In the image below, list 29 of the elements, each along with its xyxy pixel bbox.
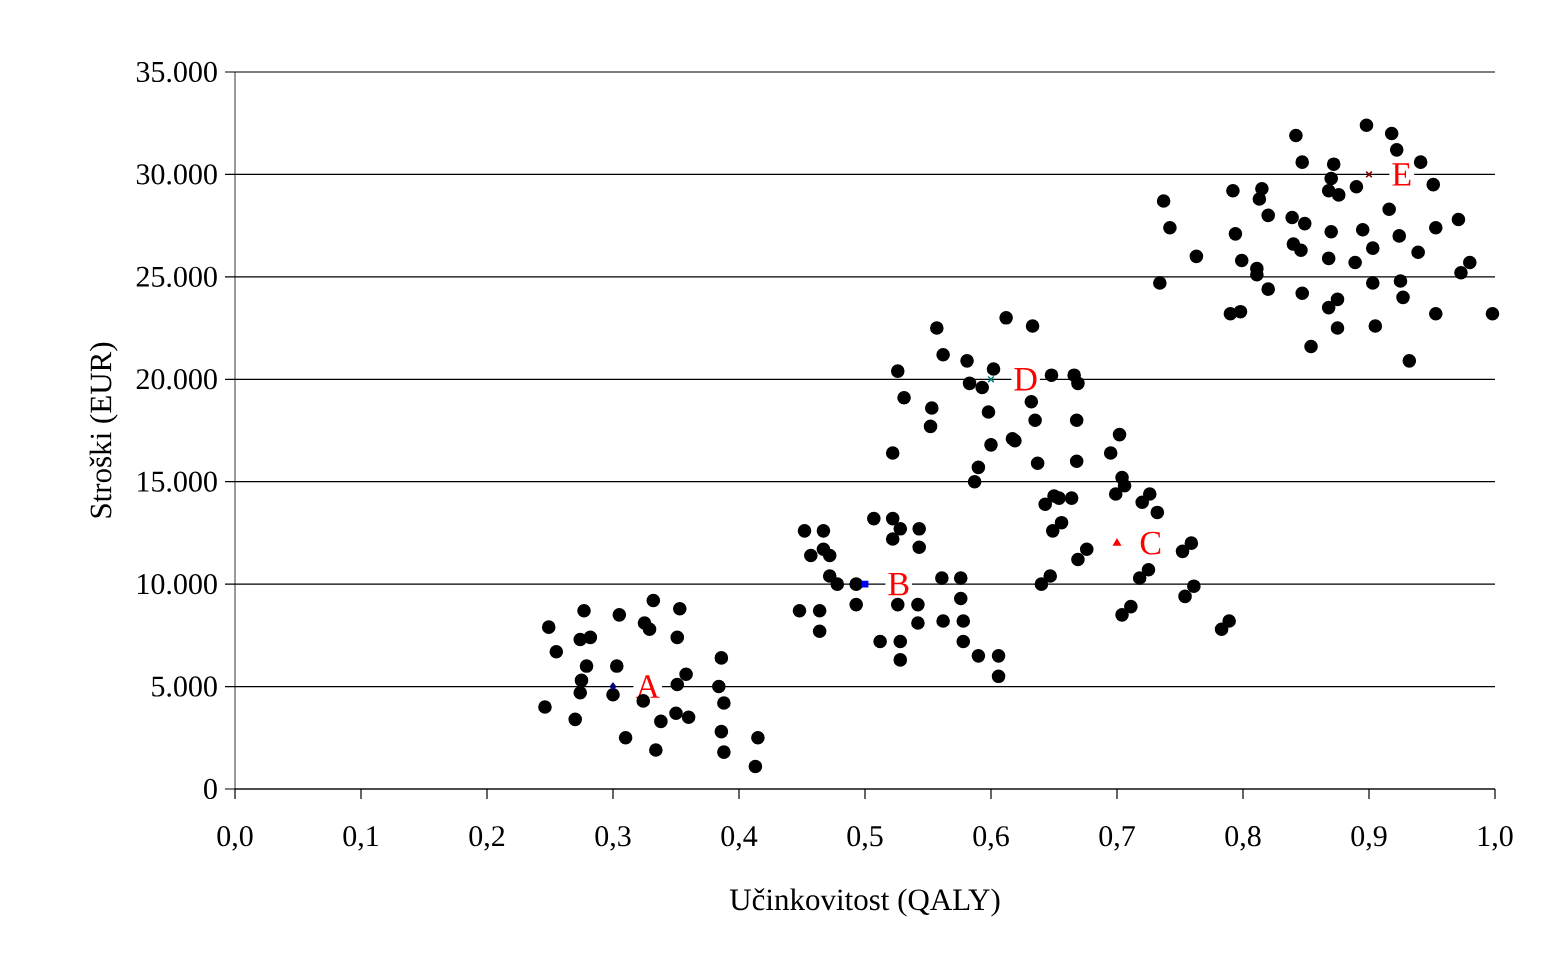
annotation: A [635, 675, 660, 698]
y-tick-label: 15.000 [138, 471, 217, 492]
x-tick-label: 0,8 [1225, 826, 1261, 851]
y-axis-title: Stroški (EUR) [89, 342, 118, 518]
annotation: C [1140, 531, 1161, 555]
y-tick-label: 30.000 [136, 164, 217, 185]
point [609, 682, 617, 691]
x-tick-label: 0,4 [721, 826, 758, 851]
y-tick-label: 0 [204, 778, 217, 800]
x-tick-label: 0,0 [217, 826, 253, 851]
x-tick-label: 0,7 [1099, 826, 1135, 851]
y-tick-label: 35.000 [136, 61, 217, 83]
point [861, 580, 869, 588]
y-tick-label: 20.000 [136, 369, 217, 390]
x-tick-label: 0,1 [343, 826, 378, 851]
y-tick-label: 5.000 [152, 676, 217, 697]
annotation: B [888, 572, 909, 596]
x-tick-label: 0,9 [1351, 826, 1387, 851]
y-tick-label: 10.000 [138, 573, 217, 595]
x-tick-label: 0,6 [973, 826, 1009, 851]
x-tick-label: 1,0 [1478, 826, 1513, 851]
annotation: D [1014, 368, 1037, 391]
x-tick-label: 0,3 [595, 826, 631, 851]
y-tick-label: 25.000 [136, 266, 217, 288]
x-tick-label: 0,2 [469, 826, 505, 851]
x-tick-label: 0,5 [847, 826, 883, 851]
annotation: E [1392, 163, 1411, 186]
point [1113, 538, 1121, 546]
x-axis-title: Učinkovitost (QALY) [729, 888, 1000, 917]
